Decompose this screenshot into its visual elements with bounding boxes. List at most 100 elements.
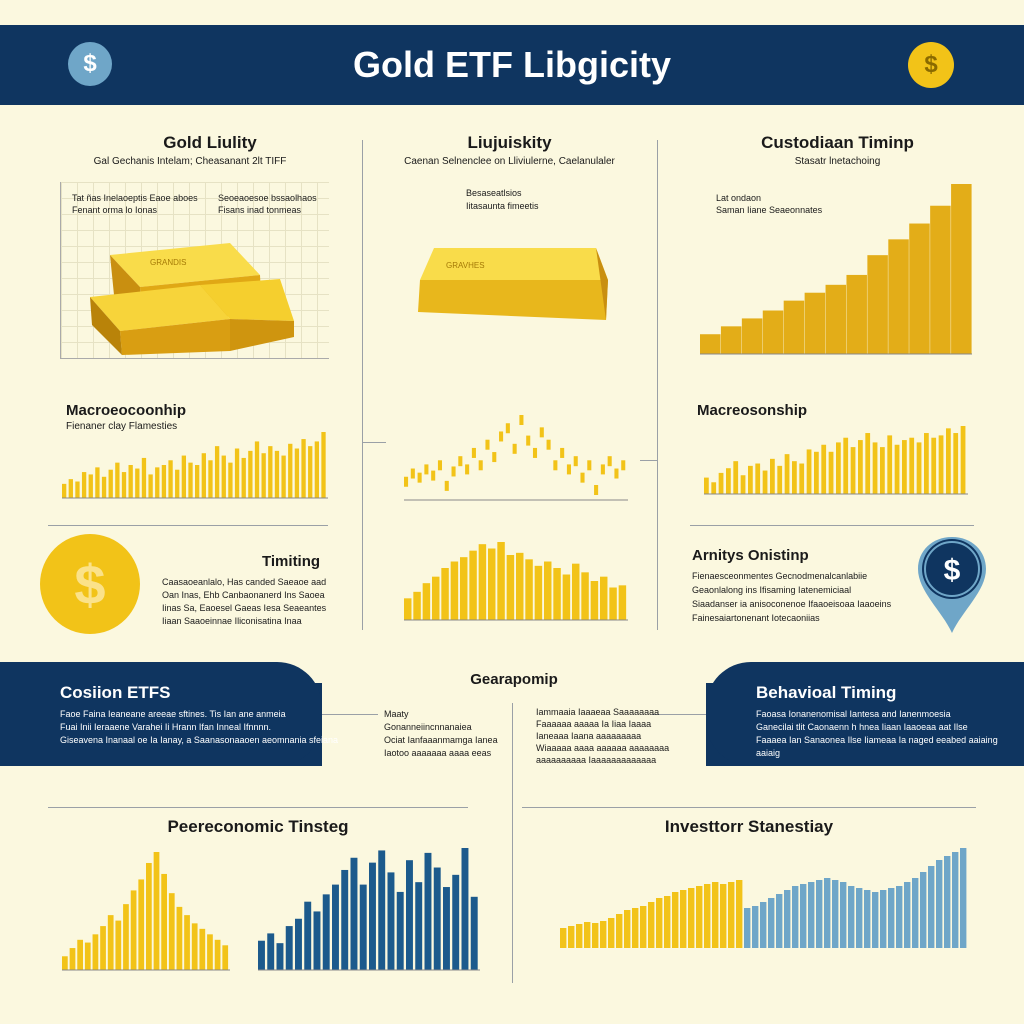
chart-bar [191, 923, 198, 970]
chart-bar [443, 887, 450, 970]
body-text: Faoasa Ionanenomisal Iantesa and Ianenmo… [756, 709, 951, 719]
chart-bar [95, 467, 100, 498]
chart-bar [770, 458, 775, 494]
chart-bar [108, 469, 113, 498]
chart-candle [505, 423, 510, 434]
chart-bar [825, 284, 847, 354]
chart-bar [432, 576, 440, 620]
chart-bar [741, 318, 763, 354]
chart-bar [452, 874, 460, 970]
body-text: Fuai Inii Ieraaene Varahei Ii Hrann Ifan… [60, 722, 271, 732]
chart-candle [607, 456, 612, 467]
chart-bar [254, 441, 260, 498]
chart-candle [499, 431, 504, 442]
chart-bar [228, 462, 233, 498]
chart-bar [406, 860, 413, 970]
chart-bar [258, 940, 265, 970]
chart-bar [728, 882, 735, 948]
body-text: Oan Inas, Ehb Canbaonanerd Ins Saoea [162, 590, 325, 600]
chart-candle [526, 435, 531, 446]
chart-candle [566, 464, 571, 475]
chart-bar [843, 437, 849, 494]
chart-bar [872, 442, 878, 494]
chart-bar [808, 882, 815, 948]
chart-bar [920, 872, 927, 948]
section-divider [522, 807, 976, 808]
note: Fisans inad tonmeas [218, 205, 302, 215]
chart-candle [519, 415, 524, 425]
chart-candle [600, 464, 605, 475]
chart-bar [281, 455, 286, 498]
chart-candle [417, 472, 422, 483]
chart-bar [148, 474, 153, 498]
chart-bar [872, 892, 879, 948]
chart-bar [234, 448, 240, 498]
chart-candle [492, 452, 497, 463]
chart-bar [624, 910, 631, 948]
panel-title: Custodiaan Timinp [761, 133, 914, 152]
section-subtitle: Fienaner clay Flamesties [66, 421, 178, 432]
chart-bar [960, 426, 966, 494]
chart-bar [308, 446, 313, 498]
body-text: Caasaoeanlalo, Has canded Saeaoe aad [162, 577, 327, 587]
chart-bar [744, 908, 751, 948]
note: Besaseatlsios [466, 188, 522, 198]
chart-bar [138, 879, 145, 970]
section-title: Peereconomic Tinsteg [167, 817, 349, 836]
chart-bar [733, 461, 739, 494]
note: Iitasaunta fimeetis [466, 201, 539, 211]
note: Tat ñas Inelaoeptis Eaoe aboes [72, 193, 198, 203]
chart-bar [902, 440, 907, 494]
chart-bar [387, 872, 395, 970]
chart-bar [952, 852, 959, 948]
chart-candle [546, 439, 551, 450]
section-title: Macroeocoonhip [66, 402, 187, 419]
header-bar [0, 25, 1024, 105]
middle-bar-chart [404, 542, 628, 621]
section-title: Arnitys Onistinp [692, 547, 809, 564]
body-text: Iaotoo aaaaaaa aaaa eeas [384, 748, 492, 758]
chart-bar [68, 479, 73, 498]
panel-title: Liujuiskity [467, 133, 552, 152]
chart-bar [896, 886, 903, 948]
column-divider [512, 703, 513, 983]
chart-bar [664, 896, 671, 948]
chart-bar [92, 934, 99, 970]
section-divider [48, 525, 328, 526]
chart-bar [632, 908, 639, 948]
chart-candle [587, 460, 592, 471]
chart-bar [404, 598, 412, 620]
chart-bar [865, 433, 871, 494]
chart-candle [614, 468, 619, 479]
gold-bar-chart-bottom [62, 852, 230, 971]
chart-bar [161, 873, 167, 970]
chart-bar [267, 933, 275, 970]
chart-bar [784, 890, 791, 948]
chart-candle [580, 472, 585, 483]
chart-bar [776, 894, 783, 948]
chart-bar [470, 896, 478, 970]
chart-bar [904, 882, 911, 948]
chart-bar [909, 223, 930, 354]
macro-bar-chart-right [704, 426, 968, 495]
chart-bar [848, 886, 855, 948]
chart-bar [864, 890, 871, 948]
chart-candle [621, 460, 626, 471]
chart-bar [155, 467, 160, 498]
band-left-pill [0, 662, 322, 766]
chart-bar [544, 561, 552, 620]
chart-bar [840, 882, 847, 948]
chart-bar [261, 453, 266, 498]
chart-candle [573, 456, 578, 467]
chart-bar [576, 924, 583, 948]
chart-bar [821, 444, 827, 494]
chart-bar [188, 462, 193, 498]
chart-bar [916, 442, 922, 494]
chart-bar [828, 451, 834, 494]
chart-bar [184, 915, 190, 970]
body-text: Iammaaia Iaaaeaa Saaaaaaaa [536, 707, 660, 717]
chart-bar [146, 862, 152, 970]
chart-bar [301, 439, 306, 498]
chart-bar [322, 894, 330, 970]
chart-bar [525, 559, 533, 620]
